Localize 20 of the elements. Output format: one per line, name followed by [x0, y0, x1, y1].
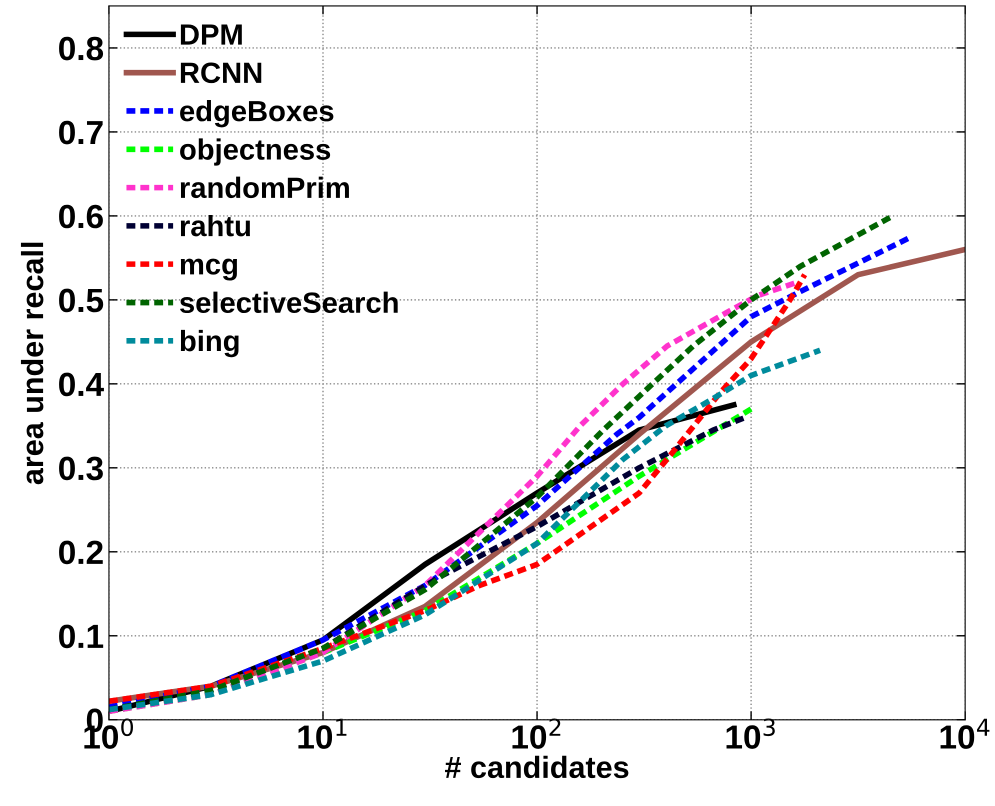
y-tick-label: 0.4 — [59, 372, 104, 396]
legend-label: RCNN — [180, 62, 262, 84]
y-tick-label: 0.1 — [59, 624, 104, 648]
y-axis-title: area under recall — [20, 242, 44, 484]
y-tick-label: 0.8 — [59, 36, 104, 60]
legend-label: bing — [180, 330, 239, 358]
x-tick-label: 10$^{4}$ — [940, 718, 990, 749]
legend-label: randomPrim — [180, 176, 349, 198]
legend-label: objectness — [180, 138, 330, 166]
legend-label: mcg — [180, 258, 237, 281]
y-tick-label: 0.3 — [59, 456, 103, 480]
legend-label: edgeBoxes — [180, 100, 334, 128]
legend-label: selectiveSearch — [180, 292, 398, 314]
x-axis-title: # candidates — [445, 756, 628, 778]
y-tick-label: 0.6 — [59, 204, 103, 228]
y-tick-label: 0.7 — [59, 120, 103, 144]
legend-label: DPM — [180, 24, 242, 45]
legend-label: rahtu — [180, 214, 250, 236]
y-tick-label: 0.2 — [59, 540, 103, 564]
y-tick-label: 0.5 — [59, 288, 104, 312]
